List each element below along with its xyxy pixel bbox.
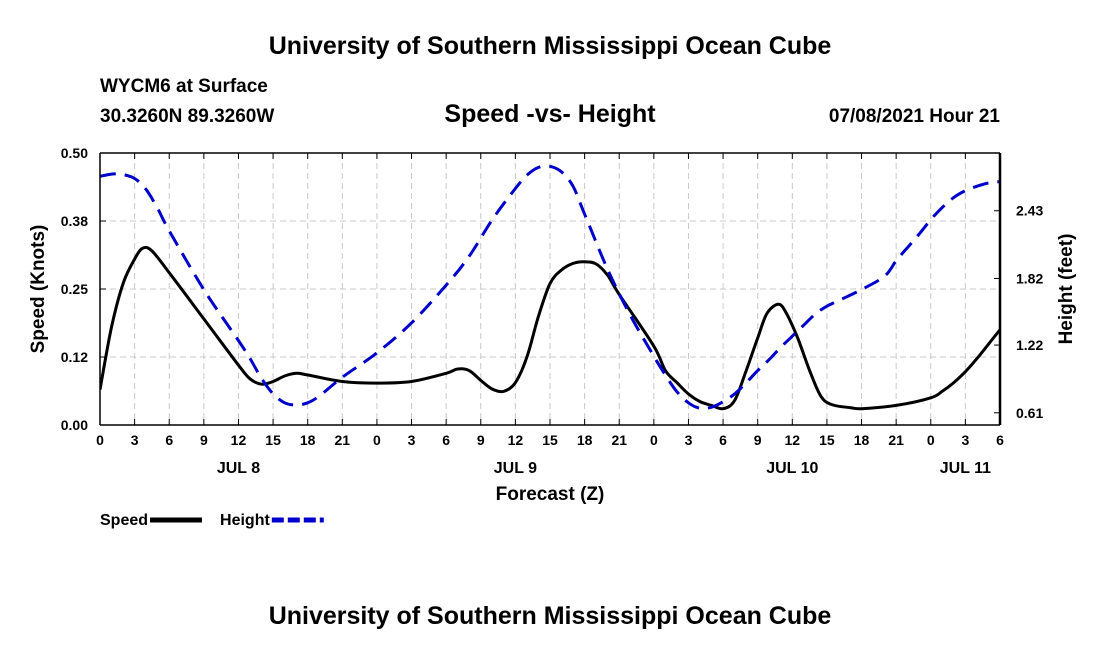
x-tick-label: 9 — [754, 432, 762, 448]
x-tick-label: 21 — [888, 432, 904, 448]
x-tick-label: 15 — [265, 432, 281, 448]
legend-label-height: Height — [220, 512, 270, 529]
series-line-height — [100, 164, 1000, 411]
y-right-tick-label: 1.82 — [1016, 270, 1043, 286]
grid-lines — [100, 153, 1000, 425]
x-tick-label: 18 — [300, 432, 316, 448]
y-right-axis-title: Height (feet) — [1056, 234, 1077, 345]
x-tick-label: 3 — [685, 432, 693, 448]
series-layer — [100, 164, 1000, 411]
y-right-tick-label: 0.61 — [1016, 405, 1043, 421]
x-tick-label: 9 — [477, 432, 485, 448]
x-tick-label: 15 — [819, 432, 835, 448]
x-tick-label: 12 — [231, 432, 247, 448]
axis-labels: 0 3 6 9 12 15 18 21 0 3 6 9 12 15 18 21 0 3 6 9 12 15 18 21 0 3 60… — [28, 145, 1077, 505]
x-tick-label: 0 — [96, 432, 104, 448]
x-tick-label: 9 — [200, 432, 208, 448]
x-tick-label: 3 — [408, 432, 416, 448]
x-tick-label: 3 — [131, 432, 139, 448]
x-tick-label: 12 — [508, 432, 524, 448]
date-label: JUL 10 — [766, 460, 818, 477]
footer-title: University of Southern Mississippi Ocean… — [268, 602, 832, 630]
legend-label-speed: Speed — [100, 512, 148, 529]
legend: Speed Height — [100, 512, 324, 529]
y-left-tick-label: 0.00 — [61, 417, 88, 433]
y-right-tick-label: 1.22 — [1016, 337, 1043, 353]
chart-title: Speed -vs- Height — [444, 100, 656, 128]
y-left-tick-label: 0.25 — [61, 281, 88, 297]
x-tick-label: 18 — [854, 432, 870, 448]
x-tick-label: 21 — [335, 432, 351, 448]
y-left-tick-label: 0.12 — [61, 349, 88, 365]
x-tick-label: 6 — [996, 432, 1004, 448]
station-coordinates: 30.3260N 89.3260W — [100, 106, 275, 127]
page-title: University of Southern Mississippi Ocean… — [268, 32, 832, 60]
y-left-tick-label: 0.38 — [61, 213, 88, 229]
x-tick-label: 0 — [927, 432, 935, 448]
x-tick-label: 6 — [165, 432, 173, 448]
x-tick-label: 3 — [961, 432, 969, 448]
forecast-datetime: 07/08/2021 Hour 21 — [828, 106, 1000, 127]
y-right-tick-label: 2.43 — [1016, 203, 1043, 219]
x-tick-label: 15 — [542, 432, 558, 448]
date-label: JUL 11 — [940, 460, 991, 477]
axes — [99, 152, 1002, 426]
y-left-tick-label: 0.50 — [61, 145, 88, 161]
x-tick-label: 18 — [577, 432, 593, 448]
x-tick-label: 12 — [785, 432, 801, 448]
x-tick-label: 21 — [611, 432, 627, 448]
x-tick-label: 0 — [650, 432, 658, 448]
x-axis-title: Forecast (Z) — [496, 484, 605, 505]
x-tick-label: 0 — [373, 432, 381, 448]
x-tick-label: 6 — [442, 432, 450, 448]
x-tick-label: 6 — [719, 432, 727, 448]
date-label: JUL 9 — [494, 460, 537, 477]
station-label: WYCM6 at Surface — [100, 76, 268, 97]
date-label: JUL 8 — [217, 460, 260, 477]
y-left-axis-title: Speed (Knots) — [28, 225, 49, 354]
